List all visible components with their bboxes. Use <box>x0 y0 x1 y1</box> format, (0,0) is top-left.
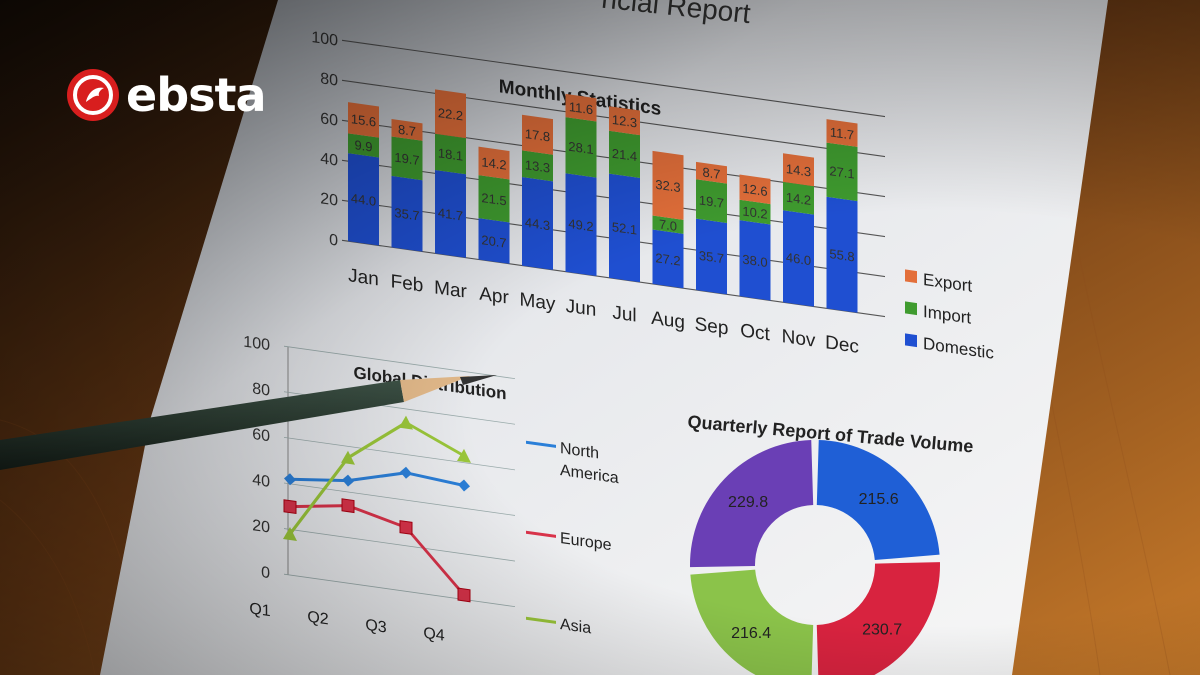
bar-y-tick: 80 <box>320 69 338 89</box>
line-point <box>341 498 355 514</box>
donut-data-label: 230.7 <box>862 622 902 639</box>
line-y-tick: 80 <box>252 379 270 399</box>
legend-swatch <box>905 333 917 348</box>
bar-y-tick: 40 <box>320 149 338 169</box>
bar-x-tick: Jul <box>612 302 636 326</box>
line-x-tick: Q1 <box>249 599 270 620</box>
bar-y-tick: 60 <box>320 109 338 129</box>
bar-data-label: 8.7 <box>702 165 720 182</box>
line-x-tick: Q4 <box>423 624 444 645</box>
donut-data-label: 229.8 <box>728 494 768 511</box>
legend-swatch <box>905 269 917 284</box>
line-y-tick: 100 <box>243 333 270 355</box>
bar-x-tick: Jun <box>566 296 597 321</box>
bar-y-tick: 20 <box>320 189 338 209</box>
line-y-tick: 0 <box>261 563 270 582</box>
bar-data-label: 8.7 <box>398 122 416 139</box>
bar-x-tick: Oct <box>740 320 770 345</box>
bar-data-label: 9.9 <box>354 137 372 154</box>
legend-swatch <box>905 301 917 316</box>
bar-data-label: 7.0 <box>659 216 677 233</box>
line-y-tick: 40 <box>252 471 270 491</box>
line-x-tick: Q3 <box>365 616 386 637</box>
line-x-tick: Q2 <box>307 608 328 629</box>
line-point <box>283 499 297 515</box>
ebsta-logo: ebsta <box>66 66 267 124</box>
bird-logo-icon <box>67 69 119 121</box>
line-point <box>457 587 471 603</box>
donut-data-label: 215.6 <box>859 491 899 508</box>
line-y-tick: 20 <box>252 516 270 536</box>
line-y-tick: 60 <box>252 425 270 445</box>
bar-x-tick: Apr <box>479 284 509 309</box>
line-point <box>399 520 413 535</box>
bar-y-tick: 100 <box>311 28 338 50</box>
bar-x-tick: Jan <box>348 265 379 290</box>
bar-y-tick: 0 <box>329 231 338 250</box>
brand-wordmark: ebsta <box>126 68 267 122</box>
donut-data-label: 216.4 <box>731 625 771 642</box>
